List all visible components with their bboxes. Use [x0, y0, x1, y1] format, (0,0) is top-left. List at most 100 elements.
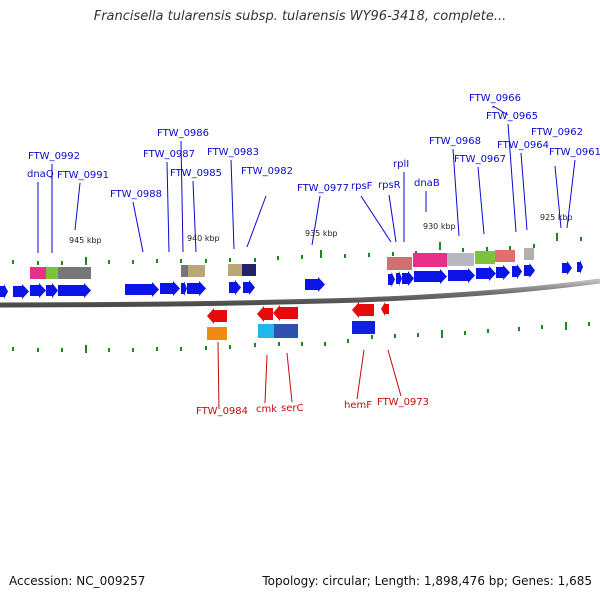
forward-leaders	[37, 105, 576, 253]
gene-label: cmk	[256, 404, 277, 415]
gene-label: FTW_0973	[377, 397, 429, 408]
feature-block	[181, 265, 188, 277]
gene-label: FTW_0986	[157, 128, 209, 139]
feature-block	[447, 253, 474, 266]
gene-label: hemF	[344, 400, 372, 411]
gene-label: FTW_0968	[429, 136, 481, 147]
gene-label: FTW_0966	[469, 93, 521, 104]
reverse-gene	[207, 308, 227, 324]
reverse-gene	[257, 306, 273, 322]
feature-block	[524, 248, 534, 260]
forward-gene	[512, 264, 522, 279]
reverse-gene	[352, 302, 374, 318]
kbp-label: 930 kbp	[423, 222, 456, 231]
leader-line	[356, 349, 365, 400]
forward-gene	[496, 265, 510, 280]
genome-backbone	[0, 278, 600, 308]
gene-label: FTW_0987	[143, 149, 195, 160]
gene-label: FTW_0988	[110, 189, 162, 200]
leader-line	[360, 195, 392, 243]
gene-label: rpsR	[378, 180, 401, 191]
kbp-label: 925 kbp	[540, 213, 573, 222]
feature-block	[495, 250, 515, 262]
tick-marks-reverse	[12, 322, 590, 353]
leader-line	[74, 182, 81, 231]
forward-gene	[187, 281, 206, 296]
leader-line	[566, 159, 576, 229]
leader-line	[477, 166, 485, 235]
forward-gene	[448, 268, 475, 283]
gene-label: serC	[281, 403, 303, 414]
gene-label: dnaQ	[27, 169, 54, 180]
forward-gene	[181, 281, 187, 296]
forward-gene	[30, 283, 46, 298]
gene-label: FTW_0992	[28, 151, 80, 162]
feature-block	[258, 324, 274, 338]
feature-block	[30, 267, 46, 279]
leader-line	[246, 195, 267, 248]
forward-gene	[305, 277, 325, 292]
feature-block	[228, 264, 242, 276]
forward-gene	[388, 272, 395, 287]
gene-label: rplI	[393, 159, 409, 170]
forward-gene	[58, 283, 91, 298]
leader-line	[166, 161, 170, 253]
gene-label: FTW_0991	[57, 170, 109, 181]
reverse-gene	[273, 305, 298, 321]
gene-label: FTW_0982	[241, 166, 293, 177]
kbp-label: 935 kbp	[305, 229, 338, 238]
feature-block	[387, 257, 412, 270]
gene-label: FTW_0984	[196, 406, 248, 417]
kbp-label: 940 kbp	[187, 234, 220, 243]
kbp-label: 945 kbp	[69, 236, 102, 245]
forward-gene	[577, 260, 583, 274]
forward-gene	[160, 281, 180, 296]
feature-block	[413, 253, 447, 267]
leader-line	[311, 195, 321, 246]
leader-line	[192, 180, 197, 253]
reverse-gene-labels: FTW_0984 cmk serC hemF FTW_0973	[196, 397, 429, 417]
leader-line	[507, 123, 517, 233]
leader-line	[264, 354, 268, 404]
feature-blocks	[30, 248, 534, 340]
map-title: Francisella tularensis subsp. tularensis…	[93, 9, 507, 24]
reverse-leaders	[217, 341, 402, 410]
gene-label: FTW_0985	[170, 168, 222, 179]
leader-line	[452, 148, 460, 237]
forward-gene	[396, 271, 402, 286]
leader-line	[388, 194, 397, 243]
gene-label: rpsF	[351, 181, 373, 192]
forward-gene	[524, 263, 535, 278]
leader-line	[387, 349, 402, 397]
reverse-genes	[207, 302, 389, 324]
gene-label: dnaB	[414, 178, 440, 189]
forward-gene	[229, 280, 241, 295]
feature-block	[475, 251, 495, 264]
feature-block	[242, 264, 256, 276]
forward-gene	[402, 271, 414, 286]
kbp-labels: 945 kbp 940 kbp 935 kbp 930 kbp 925 kbp	[69, 213, 573, 245]
feature-block	[207, 327, 227, 340]
forward-gene	[46, 283, 58, 298]
gene-label: FTW_0977	[297, 183, 349, 194]
leader-line	[217, 341, 220, 410]
forward-gene	[125, 282, 159, 297]
forward-gene	[414, 269, 447, 284]
leader-line	[180, 140, 184, 253]
feature-block	[352, 321, 375, 334]
leader-line	[520, 152, 528, 231]
topology-text: Topology: circular; Length: 1,898,476 bp…	[262, 574, 592, 588]
gene-label: FTW_0964	[497, 140, 549, 151]
gene-label: FTW_0961	[549, 147, 600, 158]
forward-gene	[243, 280, 255, 295]
gene-label: FTW_0983	[207, 147, 259, 158]
reverse-gene	[381, 302, 389, 316]
leader-line	[230, 159, 235, 250]
gene-label: FTW_0962	[531, 127, 583, 138]
gene-label: FTW_0965	[486, 111, 538, 122]
leader-line	[554, 165, 562, 229]
tick-marks-forward	[12, 233, 582, 265]
leader-line	[492, 105, 509, 116]
